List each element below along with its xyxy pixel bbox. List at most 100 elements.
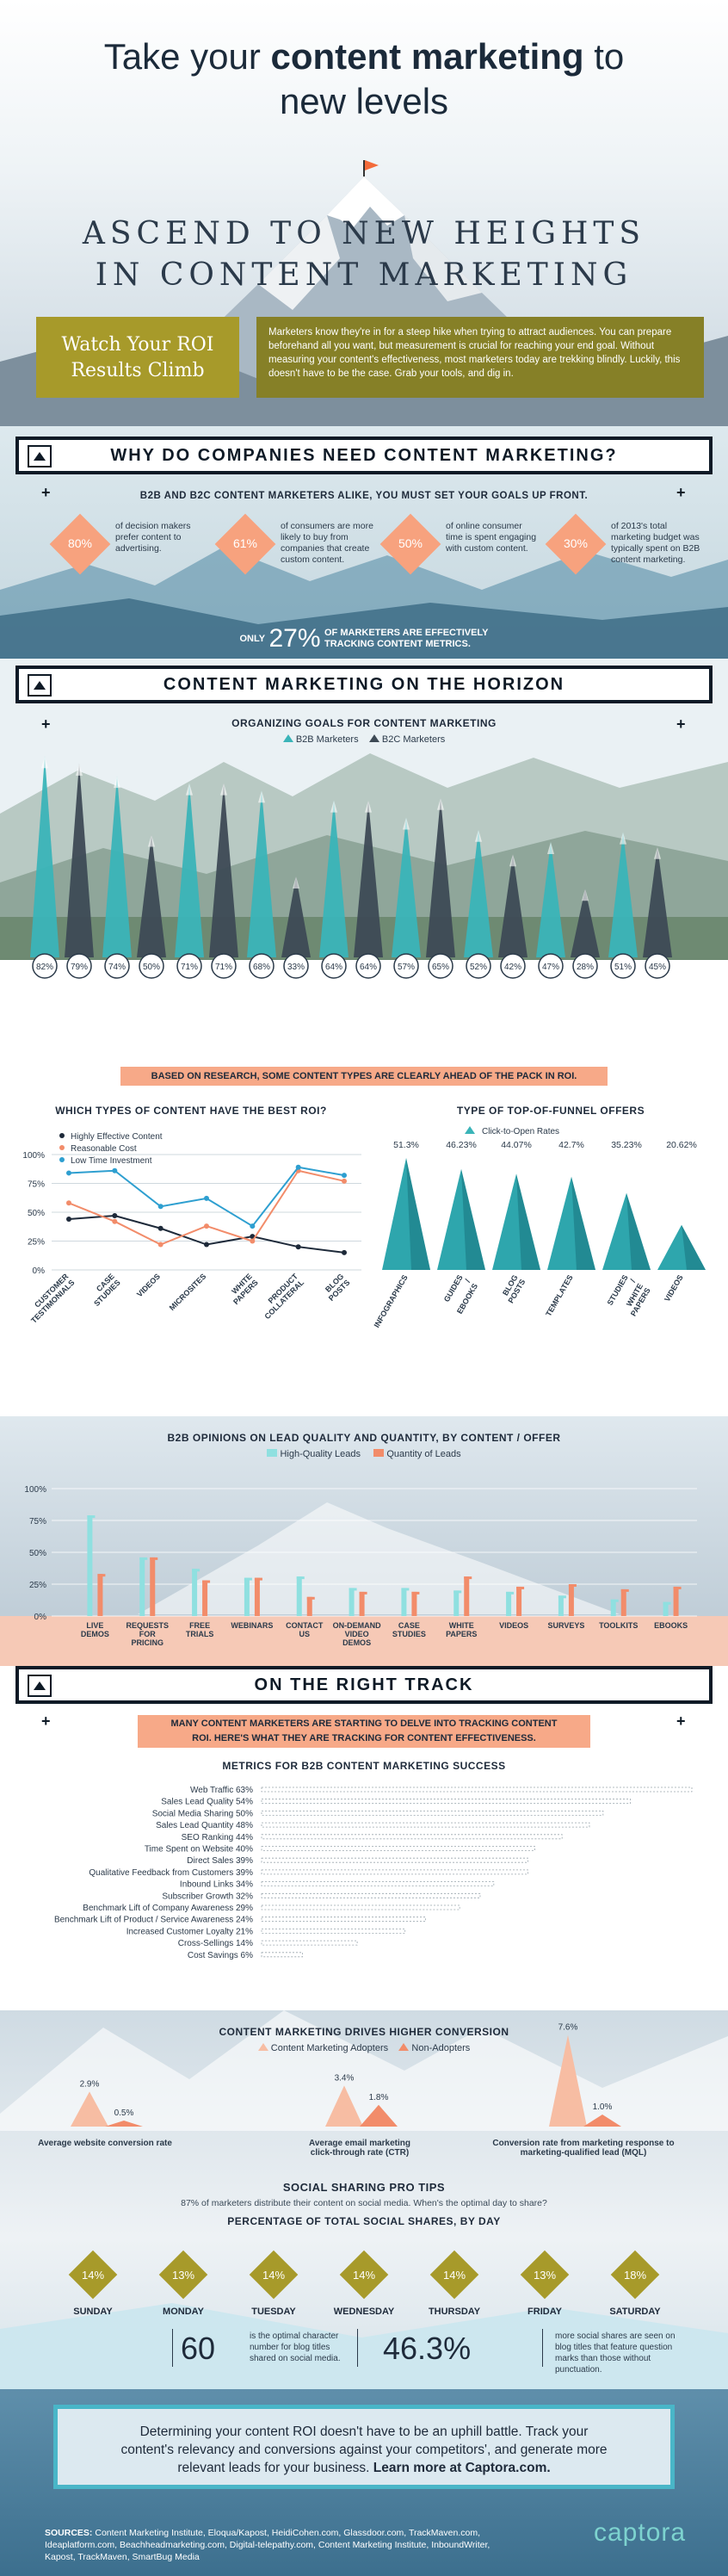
track-section: ON THE RIGHT TRACK + + MANY CONTENT MARK… bbox=[0, 1666, 728, 2010]
x-tick-label: FOR bbox=[139, 1630, 156, 1638]
data-point bbox=[250, 1223, 256, 1229]
x-tick-label: / bbox=[463, 1278, 472, 1285]
lead-bar-cap bbox=[202, 1580, 211, 1583]
quality-legend-label: High-Quality Leads bbox=[280, 1449, 361, 1459]
title-part2: to bbox=[583, 36, 625, 77]
social-note: 87% of marketers distribute their conten… bbox=[181, 2198, 547, 2208]
horizon-banner: CONTENT MARKETING ON THE HORIZON bbox=[15, 666, 713, 703]
tree-snowcap bbox=[403, 817, 410, 830]
lead-bar bbox=[359, 1591, 365, 1616]
value-label: 50% bbox=[143, 963, 160, 972]
divider bbox=[172, 2329, 173, 2367]
lead-bar-cap bbox=[349, 1588, 357, 1591]
value-label: 52% bbox=[470, 963, 487, 972]
x-tick-label: GUIDES bbox=[442, 1273, 465, 1303]
value-circle bbox=[355, 953, 381, 979]
learn-more-link[interactable]: Learn more at Captora.com. bbox=[373, 2461, 551, 2475]
lead-bar-cap bbox=[568, 1584, 577, 1587]
tree-mark bbox=[464, 829, 493, 957]
lead-bar-chart: 0%25%50%75%100%LIVEDEMOSREQUESTSFORPRICI… bbox=[24, 1485, 697, 1647]
horizon-section: CONTENT MARKETING ON THE HORIZON + + ORG… bbox=[0, 659, 728, 1055]
roi-line-chart: Highly Effective Content Reasonable Cost L… bbox=[22, 1132, 361, 1325]
category-label: ACQUISITION bbox=[178, 1004, 234, 1013]
category-label: click-through rate (CTR) bbox=[311, 2148, 409, 2158]
data-point bbox=[66, 1217, 71, 1223]
metric-label: Inbound Links 34% bbox=[180, 1880, 253, 1890]
value-circle bbox=[466, 953, 491, 979]
tree-snowcap bbox=[148, 834, 155, 847]
nonadopters-legend-label: Non-Adopters bbox=[411, 2043, 471, 2053]
nonadopter-peak bbox=[360, 2104, 398, 2127]
footer-line2: content's relevancy and conversions agai… bbox=[120, 2443, 608, 2457]
category-label: NURTURING bbox=[542, 1014, 594, 1024]
tree-mark bbox=[608, 832, 638, 957]
adopters-legend-icon bbox=[257, 2043, 268, 2051]
x-tick-label: EBOOKS bbox=[654, 1621, 688, 1630]
value-label: 44.07% bbox=[501, 1140, 532, 1150]
data-point bbox=[295, 1244, 301, 1250]
tree-mark bbox=[102, 776, 132, 957]
lead-bar bbox=[202, 1580, 208, 1616]
day-diamond bbox=[429, 2250, 479, 2300]
data-point bbox=[204, 1195, 209, 1201]
footer-line3: relevant leads for your business. Learn … bbox=[58, 2459, 670, 2477]
lead-bar-cap bbox=[296, 1576, 305, 1580]
data-point bbox=[112, 1213, 118, 1219]
b2b-legend-icon bbox=[282, 734, 293, 742]
track-pill: MANY CONTENT MARKETERS ARE STARTING TO D… bbox=[138, 1715, 590, 1748]
lead-bar bbox=[610, 1599, 616, 1616]
category-label: marketing-qualified lead (MQL) bbox=[521, 2148, 647, 2158]
track-banner: ON THE RIGHT TRACK bbox=[15, 1666, 713, 1704]
tree-mark bbox=[536, 842, 565, 957]
triangle-icon bbox=[28, 674, 52, 697]
tree-mark bbox=[30, 756, 59, 957]
lead-bar-cap bbox=[306, 1596, 315, 1600]
track-pill-line1: MANY CONTENT MARKETERS ARE STARTING TO D… bbox=[170, 1718, 558, 1729]
lead-bar bbox=[296, 1576, 302, 1616]
lead-bar-cap bbox=[411, 1591, 420, 1595]
b2c-legend-label: B2C Marketers bbox=[381, 734, 446, 745]
funnel-shade bbox=[461, 1168, 485, 1270]
value-circle bbox=[538, 953, 564, 979]
tree-mark bbox=[209, 783, 238, 957]
divider bbox=[542, 2329, 543, 2367]
value-circle bbox=[500, 953, 526, 979]
data-point bbox=[157, 1225, 163, 1231]
category-label: GENERATION bbox=[106, 1004, 162, 1013]
value-label: 45% bbox=[649, 963, 666, 972]
metric-label: SEO Ranking 44% bbox=[182, 1833, 253, 1842]
y-tick-label: 0% bbox=[34, 1613, 47, 1622]
nonadopter-peak bbox=[105, 2121, 143, 2127]
quantity-legend-swatch bbox=[373, 1449, 385, 1457]
data-point bbox=[112, 1167, 118, 1173]
x-tick-label: DEMOS bbox=[342, 1638, 371, 1647]
lead-bar-cap bbox=[516, 1586, 525, 1589]
only-text-line2: TRACKING CONTENT METRICS. bbox=[324, 639, 471, 649]
badge-line2: Results Climb bbox=[71, 360, 205, 381]
stat-text: of 2013's total marketing budget was typ… bbox=[611, 521, 700, 565]
footer-section: Determining your content ROI doesn't hav… bbox=[0, 2389, 728, 2576]
footer-line1: Determining your content ROI doesn't hav… bbox=[139, 2424, 589, 2439]
lead-section: B2B OPINIONS ON LEAD QUALITY AND QUANTIT… bbox=[0, 1416, 728, 1666]
day-label: FRIDAY bbox=[527, 2307, 563, 2317]
hero-subtitle: ASCEND TO NEW HEIGHTS IN CONTENT MARKETI… bbox=[0, 214, 728, 296]
metric-label: Cross-Sellings 14% bbox=[178, 1939, 253, 1948]
category-label: TRAFFIC bbox=[478, 1004, 514, 1013]
x-tick-label: TOOLKITS bbox=[599, 1621, 638, 1630]
data-point bbox=[157, 1242, 163, 1248]
roi-chart-title: WHICH TYPES OF CONTENT HAVE THE BEST ROI… bbox=[55, 1105, 327, 1117]
tree-snowcap bbox=[509, 854, 516, 867]
metrics-chart: Web Traffic 63% Sales Lead Quality 54% Soc… bbox=[54, 1786, 693, 1960]
nonadopter-peak bbox=[583, 2115, 621, 2127]
adopter-peak bbox=[325, 2085, 363, 2127]
lead-bar bbox=[506, 1591, 512, 1616]
value-label: 64% bbox=[360, 963, 377, 972]
metrics-chart-title: METRICS FOR B2B CONTENT MARKETING SUCCES… bbox=[222, 1760, 506, 1772]
value-circle bbox=[393, 953, 419, 979]
x-tick-label: US bbox=[299, 1630, 310, 1638]
captora-logo: captora bbox=[594, 2518, 687, 2547]
funnel-shade bbox=[571, 1176, 595, 1270]
category-label: ENGAGEMENT bbox=[320, 994, 381, 1003]
